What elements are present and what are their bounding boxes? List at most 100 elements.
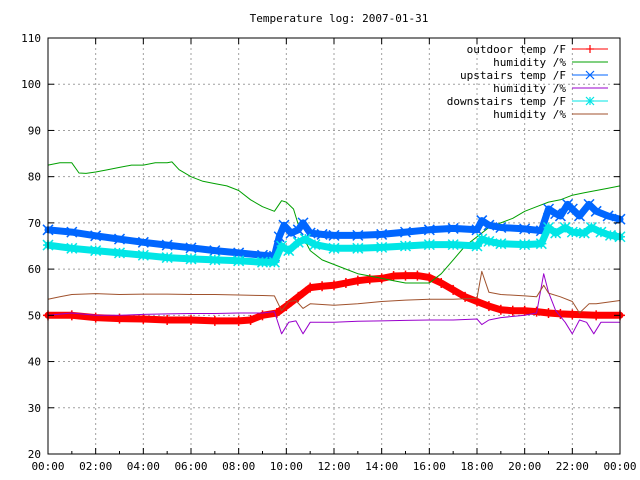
data-point <box>162 314 173 325</box>
data-point <box>423 239 435 251</box>
y-tick-label: 70 <box>28 217 41 230</box>
data-point <box>138 314 149 325</box>
data-point <box>542 221 555 234</box>
x-tick-label: 08:00 <box>222 460 255 473</box>
data-point <box>566 226 578 238</box>
data-point <box>233 247 245 259</box>
data-point <box>507 305 518 316</box>
data-point <box>297 217 309 229</box>
data-point <box>519 305 530 316</box>
x-tick-label: 04:00 <box>127 460 160 473</box>
series-line <box>47 273 621 335</box>
data-point <box>257 310 268 321</box>
x-tick-label: 22:00 <box>556 460 589 473</box>
data-point <box>317 281 328 292</box>
data-point <box>186 314 196 325</box>
data-point <box>483 219 495 231</box>
series-6 <box>47 270 621 314</box>
data-point <box>471 240 483 252</box>
data-point <box>299 233 311 245</box>
data-point <box>578 227 590 239</box>
legend-label: upstairs temp /F <box>460 69 566 82</box>
data-point <box>412 270 423 281</box>
legend-label: humidity /% <box>493 82 566 95</box>
data-point <box>555 308 566 319</box>
data-point <box>471 224 483 236</box>
series-line <box>44 200 624 260</box>
data-point <box>448 284 459 295</box>
data-point <box>460 291 471 302</box>
data-point <box>281 301 292 312</box>
data-point <box>292 224 304 236</box>
series-line <box>47 161 621 284</box>
data-point <box>340 277 351 288</box>
data-point <box>328 229 340 241</box>
data-point <box>573 210 586 222</box>
legend-entry-2: humidity /% <box>493 56 608 69</box>
series-4 <box>47 273 621 335</box>
axis-ticks: 00:00 02:00 04:00 06:00 08:00 10:00 12:00 14:00… <box>21 32 636 473</box>
data-point <box>305 282 316 293</box>
y-tick-label: 110 <box>21 32 41 45</box>
data-point <box>519 239 531 251</box>
data-point <box>256 256 269 268</box>
data-point <box>283 245 295 257</box>
data-point <box>352 275 363 286</box>
y-tick-label: 60 <box>28 263 41 276</box>
data-point <box>285 227 297 239</box>
series-layer <box>42 161 626 335</box>
data-point <box>209 254 221 266</box>
data-point <box>595 226 607 238</box>
data-point <box>185 253 197 265</box>
x-tick-label: 14:00 <box>365 460 398 473</box>
data-point <box>399 240 412 252</box>
legend-entry-4: humidity /% <box>493 82 608 95</box>
data-point <box>590 205 602 217</box>
legend-entry-3: upstairs temp /F <box>460 69 608 82</box>
data-point <box>591 310 602 321</box>
y-tick-label: 50 <box>28 309 41 322</box>
data-point <box>535 238 547 250</box>
x-tick-label: 20:00 <box>508 460 541 473</box>
data-point <box>567 309 578 320</box>
x-tick-label: 18:00 <box>460 460 493 473</box>
data-point <box>309 239 321 251</box>
data-point <box>233 255 245 267</box>
data-point <box>66 310 77 321</box>
x-tick-label: 16:00 <box>413 460 446 473</box>
legend-entry-1: outdoor temp /F <box>467 43 608 56</box>
legend-entry-6: humidity /% <box>493 108 608 121</box>
data-point <box>137 236 149 248</box>
data-point <box>268 256 280 268</box>
data-point <box>495 238 507 250</box>
data-point <box>137 249 149 261</box>
data-point <box>495 221 507 234</box>
data-point <box>233 315 244 326</box>
y-tick-label: 100 <box>21 78 41 91</box>
data-point <box>316 228 328 240</box>
data-point <box>161 252 173 264</box>
data-point <box>113 247 126 259</box>
data-point <box>602 210 614 222</box>
x-tick-label: 06:00 <box>174 460 207 473</box>
data-point <box>554 210 566 222</box>
data-point <box>328 242 340 254</box>
legend-label: humidity /% <box>493 56 566 69</box>
series-3 <box>42 198 626 262</box>
data-point <box>352 242 364 254</box>
data-point <box>352 229 364 241</box>
data-point <box>604 229 616 241</box>
series-1 <box>43 270 625 326</box>
data-point <box>273 231 285 243</box>
data-point <box>543 308 554 319</box>
grid-lines <box>48 38 620 454</box>
series-2 <box>47 161 621 284</box>
data-point <box>209 315 220 326</box>
data-point <box>161 239 173 251</box>
series-line <box>47 270 621 314</box>
y-tick-label: 20 <box>28 448 41 461</box>
legend-entry-5: downstairs temp /F <box>447 95 608 108</box>
legend-label: downstairs temp /F <box>447 95 566 108</box>
